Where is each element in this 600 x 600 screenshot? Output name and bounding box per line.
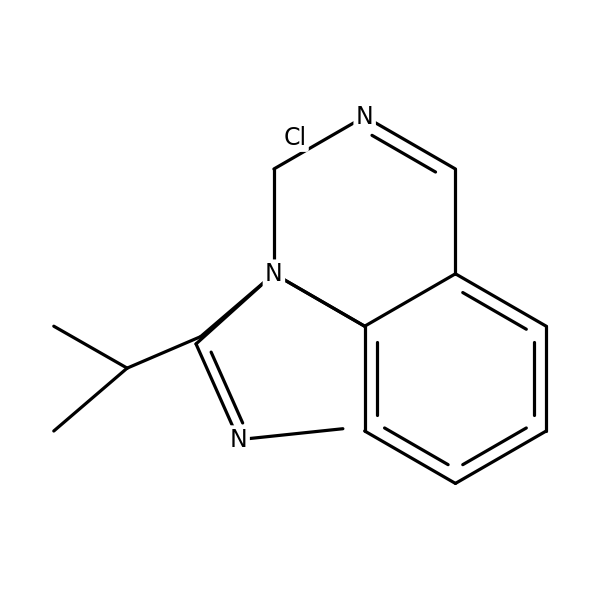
Text: Cl: Cl: [283, 125, 307, 149]
Text: N: N: [356, 104, 374, 128]
Text: N: N: [265, 262, 283, 286]
Text: N: N: [230, 428, 248, 452]
